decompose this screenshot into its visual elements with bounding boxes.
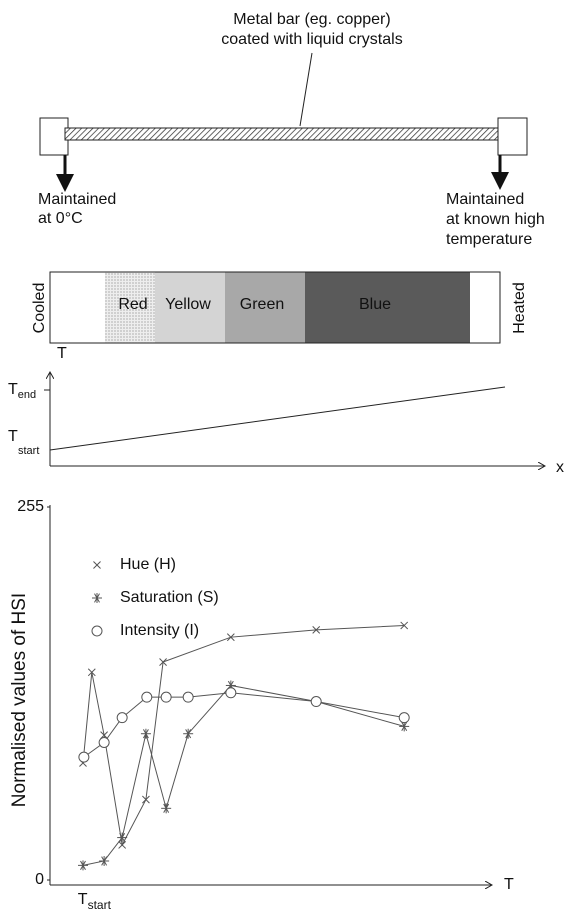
bar-label: coated with liquid crystals	[221, 31, 402, 48]
t-start-main: T	[8, 428, 18, 445]
marker-circle	[98, 737, 110, 749]
marker-stroke	[87, 668, 96, 677]
marker-asterisk	[99, 855, 110, 866]
marker-stroke	[142, 795, 150, 804]
x-tick-main: T	[78, 891, 88, 908]
right-label: Maintained	[446, 191, 524, 208]
marker-shape	[160, 691, 172, 703]
marker-stroke	[312, 625, 321, 634]
x-tick-sub: start	[88, 898, 112, 912]
marker-cross	[93, 561, 101, 569]
marker-circle	[398, 712, 410, 724]
strip-label: Blue	[359, 296, 391, 313]
marker-stroke	[400, 621, 409, 630]
marker-circle	[141, 691, 153, 703]
marker-cross	[400, 621, 409, 630]
marker-cross	[226, 633, 235, 642]
marker-shape	[310, 696, 322, 708]
marker-asterisk	[140, 728, 151, 739]
marker-cross	[159, 658, 167, 666]
t-end-sub: end	[18, 389, 36, 401]
marker-shape	[225, 687, 237, 699]
marker-shape	[141, 691, 153, 703]
right-label: temperature	[446, 231, 532, 248]
strip-left: Cooled	[31, 283, 48, 334]
profile-y-label: T	[57, 345, 67, 362]
marker-asterisk	[92, 593, 102, 603]
marker-cross	[312, 625, 321, 634]
marker-shape	[91, 625, 103, 637]
profile-x-label: x	[556, 459, 564, 476]
marker-shape	[98, 737, 110, 749]
marker-stroke	[93, 561, 101, 569]
marker-cross	[118, 841, 127, 849]
y-label: Normalised values of HSI	[9, 593, 30, 807]
marker-shape	[78, 751, 90, 763]
clamp	[497, 117, 528, 156]
left-label: at 0°C	[38, 210, 83, 227]
t-start: Tstart	[8, 428, 39, 457]
metal-bar	[64, 127, 499, 141]
marker-asterisk	[399, 721, 410, 732]
leader	[299, 52, 313, 127]
series-line	[82, 684, 405, 866]
strip-label: Red	[118, 296, 147, 313]
marker-stroke	[159, 658, 167, 666]
marker-shape	[116, 712, 128, 724]
marker-cross	[87, 668, 96, 677]
marker-stroke	[118, 841, 127, 849]
t-start-sub: start	[18, 445, 39, 457]
marker-stroke	[226, 633, 235, 642]
strip-green	[225, 272, 305, 343]
left-label: Maintained	[38, 191, 116, 208]
bar-label: Metal bar (eg. copper)	[233, 11, 390, 28]
t-end-main: T	[8, 381, 18, 398]
y-tick-label: 0	[35, 871, 44, 888]
marker-asterisk	[161, 803, 172, 814]
strip-right: Heated	[511, 282, 528, 334]
marker-asterisk	[78, 860, 88, 871]
marker-shape	[182, 691, 194, 703]
marker-circle	[91, 625, 103, 637]
strip	[49, 271, 501, 344]
profile-line	[49, 386, 506, 451]
strip-blue	[305, 272, 470, 343]
t-end: Tend	[8, 381, 36, 401]
x-label: T	[504, 876, 514, 893]
x-tick-label: Tstart	[78, 891, 112, 912]
clamp	[39, 117, 69, 156]
strip-label: Yellow	[165, 296, 211, 313]
marker-circle	[160, 691, 172, 703]
right-label: at known high	[446, 211, 545, 228]
marker-asterisk	[183, 728, 194, 739]
marker-circle	[182, 691, 194, 703]
strip-yellow	[155, 272, 225, 343]
series-line	[83, 692, 405, 758]
marker-shape	[398, 712, 410, 724]
marker-circle	[225, 687, 237, 699]
strip-red	[105, 272, 155, 343]
marker-circle	[116, 712, 128, 724]
legend-label: Saturation (S)	[120, 589, 219, 606]
marker-circle	[310, 696, 322, 708]
series-line	[82, 624, 405, 847]
marker-cross	[142, 795, 150, 804]
legend-label: Intensity (I)	[120, 622, 199, 639]
y-tick-label: 255	[17, 498, 44, 515]
strip-label: Green	[240, 296, 284, 313]
marker-circle	[78, 751, 90, 763]
marker-asterisk	[117, 832, 128, 843]
legend-label: Hue (H)	[120, 556, 176, 573]
